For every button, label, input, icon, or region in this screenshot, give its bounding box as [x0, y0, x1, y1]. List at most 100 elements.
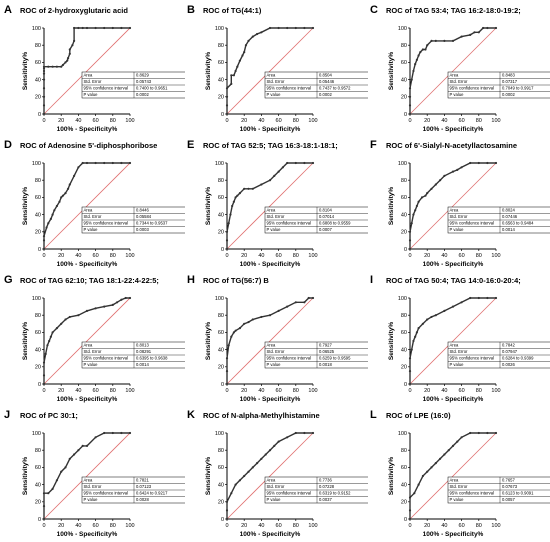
- x-tick-label: 100: [491, 253, 500, 259]
- y-tick-label: 80: [218, 313, 224, 319]
- stats-label: Std. Error: [267, 79, 286, 84]
- roc-point: [286, 161, 289, 165]
- roc-panel-h: H ROC of TG(56:7) B 0 0 20 20 40 40 60 60 80 80 100 1…: [185, 272, 368, 407]
- y-tick-label: 60: [218, 195, 224, 201]
- stats-value: 0.05446: [319, 79, 335, 84]
- stats-label: Std. Error: [84, 79, 103, 84]
- x-tick-label: 0: [42, 118, 45, 124]
- roc-point: [243, 187, 246, 190]
- roc-point: [243, 322, 246, 325]
- roc-point: [73, 26, 76, 30]
- roc-point: [486, 296, 489, 300]
- roc-point: [58, 200, 61, 203]
- roc-point: [414, 335, 417, 338]
- x-tick-label: 100: [125, 253, 134, 259]
- stats-value: 0.0003: [136, 227, 149, 232]
- roc-point: [408, 104, 412, 107]
- roc-point: [410, 222, 413, 225]
- roc-curve: [226, 162, 313, 249]
- panel-letter: G: [4, 274, 13, 286]
- roc-point: [81, 26, 84, 30]
- roc-point: [417, 54, 420, 57]
- panel-title: ROC of LPE (16:0): [386, 411, 451, 420]
- roc-point: [486, 161, 489, 165]
- panel-letter: I: [370, 274, 374, 286]
- roc-panel-l: L ROC of LPE (16:0) 0 0 20 20 40 40 60 60 80 80 100 1…: [368, 407, 550, 542]
- stats-value: 0.05584: [136, 214, 152, 219]
- x-tick-label: 40: [258, 118, 264, 124]
- roc-point: [77, 166, 80, 169]
- reference-diagonal: [409, 432, 497, 520]
- x-tick-label: 20: [424, 253, 430, 259]
- roc-point: [103, 431, 106, 435]
- roc-point: [415, 331, 418, 334]
- roc-point: [120, 26, 123, 30]
- roc-point: [230, 74, 233, 77]
- stats-value: 0.07317: [502, 79, 518, 84]
- roc-point: [225, 370, 229, 373]
- roc-point: [230, 82, 233, 85]
- roc-point: [111, 26, 114, 30]
- roc-panel-j: J ROC of PC 30:1; 0 0 20 20 40 40 60 60 80 80 100 100…: [2, 407, 185, 542]
- roc-point: [238, 327, 241, 330]
- roc-point: [426, 318, 429, 321]
- roc-point: [103, 161, 106, 165]
- stats-label: 95% confidence interval: [84, 86, 129, 91]
- roc-point: [430, 466, 433, 469]
- stats-value: 0.0028: [136, 497, 149, 502]
- panel-letter: J: [4, 409, 11, 421]
- stats-value: 0.7927: [319, 343, 332, 348]
- roc-point: [42, 95, 46, 98]
- reference-diagonal: [43, 297, 131, 385]
- reference-diagonal: [226, 297, 314, 385]
- roc-point: [303, 431, 306, 435]
- roc-point: [451, 305, 455, 308]
- roc-point: [42, 517, 46, 521]
- y-tick-label: 40: [401, 77, 407, 83]
- y-tick-label: 20: [35, 95, 41, 101]
- stats-label: Std. Error: [450, 79, 469, 84]
- x-tick-label: 80: [476, 523, 482, 529]
- stats-label: 95% confidence interval: [450, 356, 495, 361]
- reference-diagonal: [226, 27, 314, 115]
- x-tick-label: 80: [110, 118, 116, 124]
- roc-point: [66, 57, 70, 60]
- panel-title: ROC of N-alpha-Methylhistamine: [203, 411, 320, 420]
- roc-point: [415, 58, 418, 61]
- stats-label: P value: [450, 362, 465, 367]
- stats-value: 0.0026: [502, 362, 515, 367]
- roc-point: [311, 26, 315, 30]
- panel-letter: H: [187, 274, 195, 286]
- roc-point: [421, 48, 424, 51]
- x-axis-label: 100% - Specificity%: [57, 126, 118, 133]
- roc-point: [77, 314, 80, 317]
- x-tick-label: 60: [93, 253, 99, 259]
- stats-label: Area: [450, 343, 460, 348]
- roc-panel-a: A ROC of 2-hydroxyglutaric acid 0 0 20 20 40 40…: [2, 2, 185, 137]
- roc-point: [408, 370, 412, 373]
- x-tick-label: 40: [75, 523, 81, 529]
- roc-point: [81, 444, 84, 447]
- x-tick-label: 60: [93, 118, 99, 124]
- roc-point: [85, 444, 89, 447]
- roc-point: [460, 436, 463, 439]
- roc-point: [408, 517, 412, 521]
- x-tick-label: 100: [491, 118, 500, 124]
- roc-point: [408, 357, 412, 360]
- roc-point: [410, 78, 413, 81]
- roc-point: [225, 112, 229, 116]
- stats-label: 95% confidence interval: [84, 356, 129, 361]
- roc-panel-i: I ROC of TAG 50:4; TAG 14:0-16:0-20:4; 0 0 2…: [368, 272, 550, 407]
- roc-point: [73, 174, 76, 177]
- roc-point: [443, 453, 446, 456]
- roc-point: [469, 161, 472, 165]
- roc-point: [460, 35, 463, 38]
- stats-label: P value: [267, 497, 282, 502]
- roc-point: [42, 78, 46, 81]
- y-tick-label: 0: [38, 382, 41, 388]
- roc-point: [473, 31, 476, 34]
- roc-point: [268, 314, 272, 317]
- roc-point: [408, 87, 412, 90]
- roc-panel-g: G ROC of TAG 62:10; TAG 18:1-22:4-22:5; 0 0…: [2, 272, 185, 407]
- panel-title: ROC of PC 30:1;: [20, 411, 78, 420]
